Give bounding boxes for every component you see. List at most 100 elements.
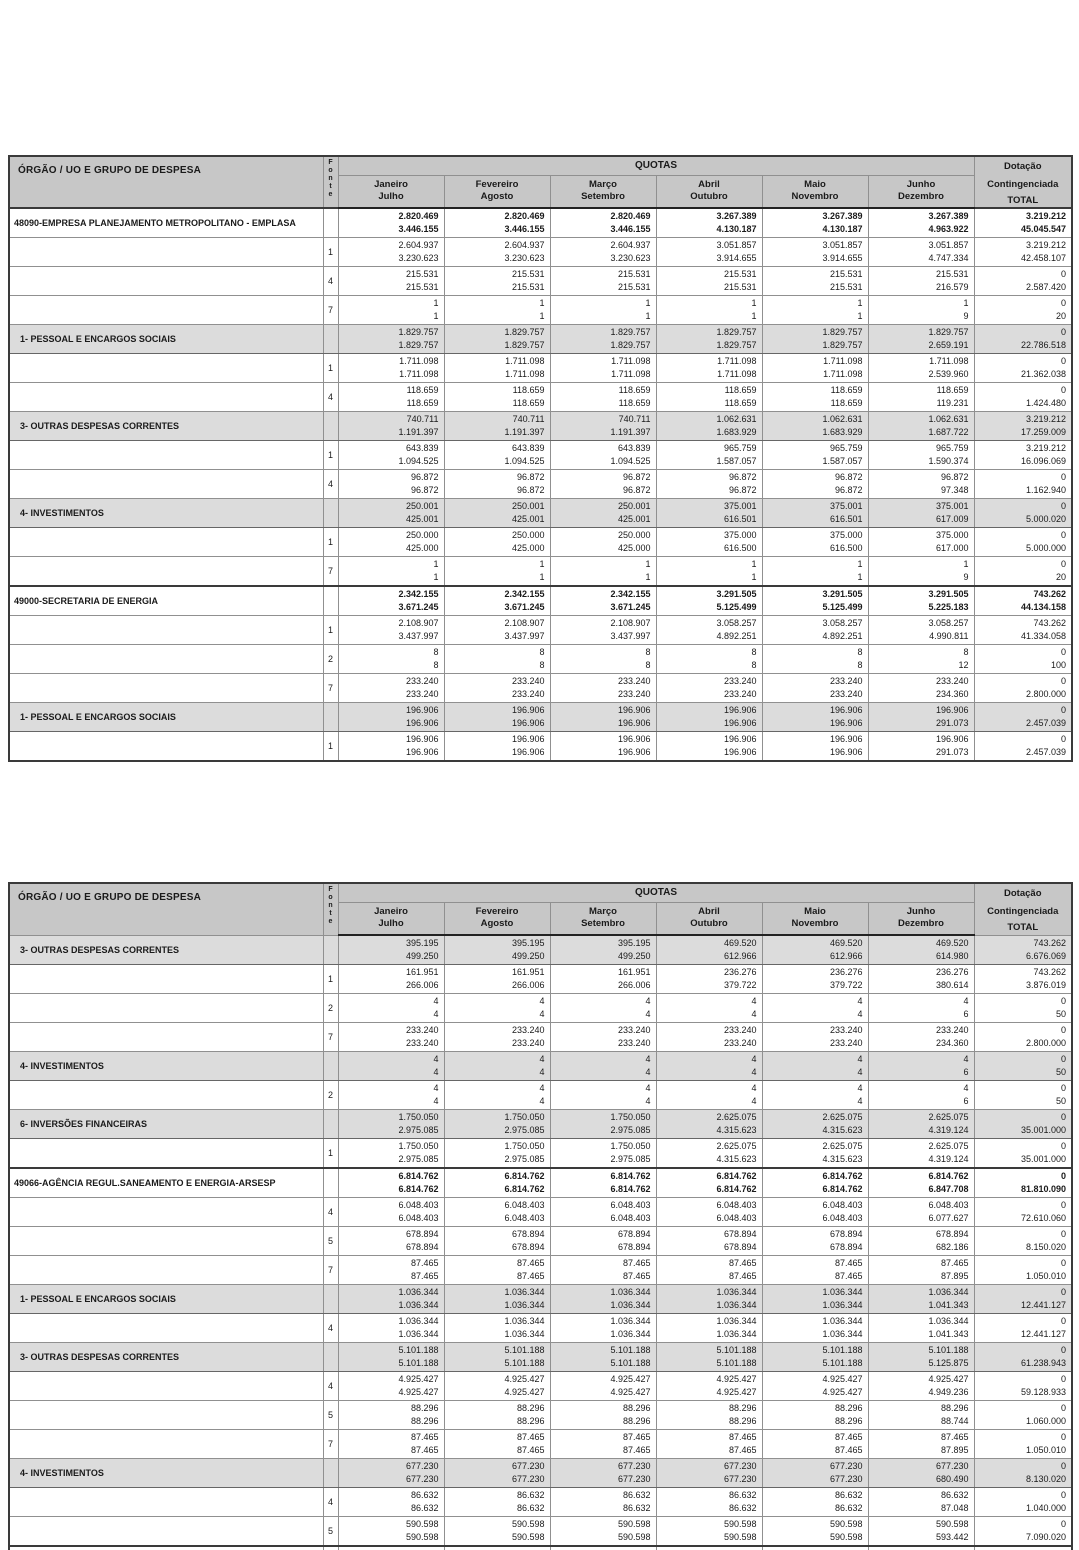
quota-value: 1.829.757 — [610, 327, 651, 337]
total-value: 0 — [1061, 1229, 1067, 1239]
quota-value: 2.342.155 — [398, 589, 439, 599]
quota-value: 86.632 — [728, 1503, 757, 1513]
quota-value: 4 — [433, 1096, 439, 1106]
quota-cell: 215.531 215.531 — [443, 266, 551, 296]
quota-value: 1.711.098 — [611, 369, 651, 379]
total-value: 2.457.039 — [1025, 718, 1067, 728]
quota-cell: 3.291.505 5.125.499 — [655, 585, 763, 616]
quota-value: 1 — [751, 559, 757, 569]
quota-cell: 87.465 87.465 — [337, 1429, 445, 1459]
label-cell-empty — [8, 1138, 324, 1169]
total-value: 59.128.933 — [1020, 1387, 1067, 1397]
total-cell: 0 1.162.940 — [973, 469, 1073, 499]
quota-cell: 678.894 682.186 — [867, 1226, 975, 1256]
quota-cell: 2.342.155 3.671.245 — [443, 585, 551, 616]
quota-value: 590.598 — [405, 1532, 439, 1542]
quota-value: 88.296 — [834, 1403, 863, 1413]
quota-cell: 965.759 1.587.057 — [655, 440, 763, 470]
quota-cell: 2.342.155 3.671.245 — [549, 585, 657, 616]
quota-value: 4 — [963, 996, 969, 1006]
quota-cell: 2.625.075 4.319.124 — [867, 1138, 975, 1169]
total-cell: 0 50 — [973, 1051, 1073, 1081]
dotacao-header-line: Contingenciada — [987, 906, 1059, 917]
quota-value: 6 — [963, 1067, 969, 1077]
quota-value: 3.914.655 — [822, 253, 863, 263]
total-value: 12.441.127 — [1020, 1300, 1067, 1310]
quota-value: 677.230 — [511, 1474, 545, 1484]
quota-cell: 233.240 233.240 — [337, 1022, 445, 1052]
label-cell-empty — [8, 469, 324, 499]
quota-value: 96.872 — [516, 472, 545, 482]
total-cell: 0 100 — [973, 644, 1073, 674]
quota-value: 233.240 — [935, 1025, 969, 1035]
total-value: 3.876.019 — [1025, 980, 1067, 990]
quota-value: 3.267.389 — [822, 211, 863, 221]
quota-cell: 196.906 196.906 — [655, 731, 763, 762]
quota-cell: 6.814.762 6.814.762 — [549, 1167, 657, 1198]
quota-cell: 3.058.257 4.892.251 — [761, 615, 869, 645]
quota-value: 677.230 — [405, 1474, 439, 1484]
quota-value: 375.000 — [935, 530, 969, 540]
quota-value: 1.036.344 — [822, 1300, 863, 1310]
quota-value: 118.659 — [830, 385, 863, 395]
total-value: 0 — [1061, 705, 1067, 715]
quota-value: 161.951 — [405, 967, 439, 977]
quota-value: 5.101.188 — [716, 1345, 757, 1355]
quota-cell — [655, 1545, 763, 1550]
fonte-cell: 7 — [322, 556, 339, 587]
quota-value: 1 — [751, 572, 757, 582]
quota-value: 8 — [539, 660, 545, 670]
fonte-cell: 7 — [322, 295, 339, 325]
quota-value: 233.240 — [829, 1025, 863, 1035]
quota-value: 590.598 — [617, 1532, 651, 1542]
quota-cell: 590.598 593.442 — [867, 1516, 975, 1547]
group-row: 4- INVESTIMENTOS 677.230 677.230 677.230 677… — [8, 1458, 1073, 1488]
quota-value: 616.500 — [723, 543, 757, 553]
quota-cell: 1.711.098 2.539.960 — [867, 353, 975, 383]
quota-value: 1.711.098 — [823, 356, 863, 366]
quota-value: 678.894 — [723, 1242, 757, 1252]
month-second-semester-label: Agosto — [480, 918, 514, 930]
quota-value: 4.925.427 — [928, 1374, 969, 1384]
total-value: 8.130.020 — [1025, 1474, 1067, 1484]
quota-cell: 677.230 677.230 — [443, 1458, 551, 1488]
quota-value: 233.240 — [511, 1025, 545, 1035]
quota-value: 740.711 — [618, 414, 651, 424]
quota-value: 2.659.191 — [928, 340, 969, 350]
total-value: 743.262 — [1033, 618, 1067, 628]
quota-value: 233.240 — [405, 1038, 439, 1048]
quota-value: 4 — [645, 1096, 651, 1106]
quota-value: 643.839 — [405, 443, 439, 453]
fonte-cell — [322, 411, 339, 441]
quota-cell: 2.604.937 3.230.623 — [549, 237, 657, 267]
total-cell: 0 12.441.127 — [973, 1284, 1073, 1314]
quota-value: 196.906 — [511, 718, 545, 728]
quota-value: 1.711.098 — [929, 356, 969, 366]
quota-value: 87.465 — [516, 1432, 545, 1442]
quota-value: 266.006 — [405, 980, 439, 990]
quota-cell: 88.296 88.296 — [655, 1400, 763, 1430]
quota-value: 1.829.757 — [610, 340, 651, 350]
quota-value: 677.230 — [829, 1474, 863, 1484]
quota-value: 250.001 — [405, 501, 439, 511]
quota-value: 612.966 — [723, 951, 757, 961]
fonte-row: 7 233.240 233.240 233.240 233.240 233.240 233.… — [8, 1022, 1073, 1052]
total-value: 2.800.000 — [1025, 689, 1067, 699]
total-cell: 0 1.050.010 — [973, 1429, 1073, 1459]
quota-value: 2.604.937 — [610, 240, 651, 250]
quota-cell: 87.465 87.895 — [867, 1429, 975, 1459]
quota-cell: 2.820.469 3.446.155 — [443, 207, 551, 238]
quota-value: 88.296 — [410, 1403, 439, 1413]
quota-value: 233.240 — [723, 676, 757, 686]
quota-value: 6.814.762 — [504, 1171, 545, 1181]
quota-value: 3.671.245 — [504, 602, 545, 612]
quota-value: 3.267.389 — [928, 211, 969, 221]
quota-value: 375.001 — [829, 501, 863, 511]
quota-value: 6.077.627 — [928, 1213, 969, 1223]
quota-value: 5.125.499 — [716, 602, 757, 612]
quota-cell: 118.659 118.659 — [549, 382, 657, 412]
quota-cell: 375.001 617.009 — [867, 498, 975, 528]
